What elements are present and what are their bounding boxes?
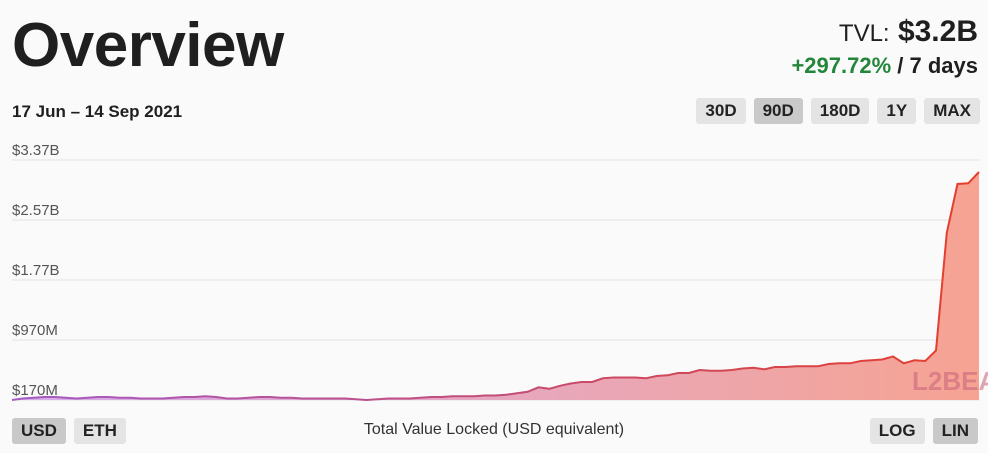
y-tick-labels: $3.37B $2.57B $1.77B $970M $170M xyxy=(12,142,60,399)
currency-toggle: USD ETH xyxy=(12,418,126,444)
range-button-30d[interactable]: 30D xyxy=(696,98,746,124)
scale-button-lin[interactable]: LIN xyxy=(932,418,978,444)
svg-text:L2BEAT: L2BEAT xyxy=(912,366,988,396)
range-button-group: 30D 90D 180D 1Y MAX xyxy=(696,98,980,124)
tvl-change-percent: +297.72% xyxy=(791,53,892,78)
y-tick-label: $1.77B xyxy=(12,262,60,279)
tvl-area xyxy=(12,172,979,400)
y-tick-label: $170M xyxy=(12,382,58,399)
currency-button-usd[interactable]: USD xyxy=(12,418,66,444)
tvl-label: TVL: xyxy=(838,20,890,47)
date-range: 17 Jun – 14 Sep 2021 xyxy=(12,102,183,121)
tvl-chart: $3.37B $2.57B $1.77B $970M $170M L2BEAT xyxy=(11,142,988,402)
range-button-1y[interactable]: 1Y xyxy=(877,98,917,124)
l2beat-logo: L2BEAT xyxy=(912,366,988,396)
tvl-change-period: / 7 days xyxy=(897,53,978,78)
tvl-summary: TVL: $3.2B +297.72% / 7 days xyxy=(791,14,978,80)
tvl-change: +297.72% / 7 days xyxy=(791,52,978,80)
scale-button-log[interactable]: LOG xyxy=(869,418,925,444)
range-button-180d[interactable]: 180D xyxy=(810,98,870,124)
currency-button-eth[interactable]: ETH xyxy=(73,418,126,444)
tvl-value: $3.2B xyxy=(897,15,978,48)
range-button-90d[interactable]: 90D xyxy=(753,98,803,124)
tvl-line: TVL: $3.2B xyxy=(791,14,978,52)
chart-caption: Total Value Locked (USD equivalent) xyxy=(363,421,625,438)
scale-toggle: LOG LIN xyxy=(869,418,978,444)
y-tick-label: $3.37B xyxy=(12,142,60,159)
page-title: Overview xyxy=(12,11,284,80)
y-tick-label: $970M xyxy=(12,322,58,339)
y-tick-label: $2.57B xyxy=(12,202,60,219)
range-button-max[interactable]: MAX xyxy=(924,98,980,124)
tvl-line-series xyxy=(11,171,980,402)
